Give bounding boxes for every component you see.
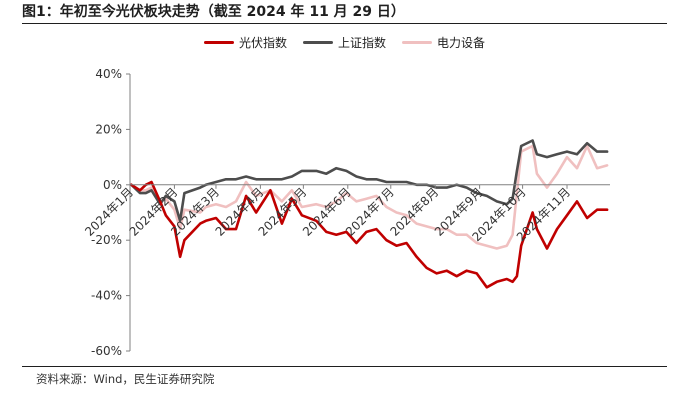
- legend-swatch-power: [402, 41, 432, 44]
- legend: 光伏指数 上证指数 电力设备: [0, 34, 689, 51]
- y-axis: -60% -40% -20% 0% 20% 40%: [91, 67, 131, 358]
- legend-label-power: 电力设备: [437, 36, 486, 50]
- series-line-sh: [130, 139, 609, 223]
- series-line-pv: [130, 180, 609, 289]
- title-rule: [22, 23, 667, 24]
- legend-swatch-pv: [203, 41, 234, 44]
- figure-title: 图1：年初至今光伏板块走势（截至 2024 年 11 月 29 日）: [22, 4, 405, 20]
- y-tick-label: 0%: [103, 178, 122, 192]
- series-line-power: [130, 144, 609, 250]
- series-layer: [130, 139, 609, 289]
- source-rule: [22, 366, 667, 367]
- source-note: 资料来源：Wind，民生证券研究院: [36, 372, 215, 386]
- legend-swatch-sh: [302, 41, 333, 44]
- legend-label-sh: 上证指数: [337, 36, 386, 50]
- y-tick-label: 40%: [95, 67, 122, 81]
- y-tick-label: 20%: [95, 122, 122, 136]
- legend-label-pv: 光伏指数: [238, 36, 287, 50]
- legend-item-pv: 光伏指数: [203, 34, 287, 51]
- legend-item-power: 电力设备: [402, 34, 485, 51]
- legend-item-sh: 上证指数: [302, 34, 386, 51]
- y-tick-label: -40%: [91, 289, 122, 303]
- y-tick-label: -60%: [91, 344, 122, 358]
- y-tick-label: -20%: [91, 233, 122, 247]
